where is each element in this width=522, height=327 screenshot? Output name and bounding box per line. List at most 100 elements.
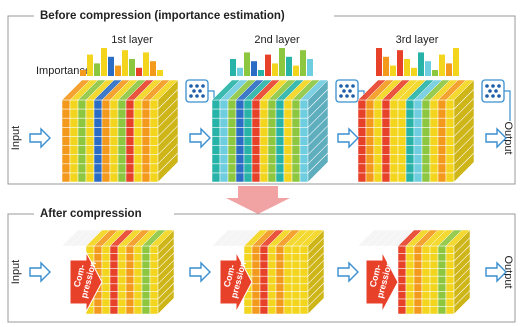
importance-bar [136, 67, 142, 76]
network-icon [335, 79, 359, 103]
network-node [491, 84, 495, 88]
compression-shape [219, 251, 253, 313]
cube-column [251, 99, 261, 183]
panel-title: Before compression (importance estimatio… [40, 10, 285, 22]
cube-grid [157, 290, 175, 307]
cube-column [149, 99, 159, 183]
cube-column [421, 99, 431, 183]
importance-bar [101, 48, 107, 76]
network-node [342, 89, 346, 93]
cube-grid [453, 152, 475, 174]
network-node [198, 89, 202, 93]
importance-bar [279, 48, 285, 76]
layer-label: 2nd layer [254, 34, 300, 46]
cube-grid [453, 282, 471, 300]
cube-column [77, 99, 87, 183]
importance-bar [244, 52, 250, 76]
down-arrow [226, 186, 290, 214]
cube-column [291, 245, 301, 315]
importance-bar [129, 59, 135, 76]
layer-label: 1st layer [111, 34, 153, 46]
cube-column [267, 245, 277, 315]
network-icon [481, 79, 505, 103]
cube-grid [157, 260, 175, 277]
cube-column [389, 99, 399, 183]
importance-bar [237, 67, 243, 76]
cube-grid [307, 152, 329, 174]
layer-cube [211, 229, 325, 315]
cube-grid [157, 134, 179, 155]
cube-column [429, 245, 439, 315]
cube-column [109, 99, 119, 183]
cube-column [397, 245, 407, 315]
network-node [195, 94, 199, 98]
importance-bar [230, 59, 236, 76]
cube-column [141, 99, 151, 183]
flow-arrow [29, 261, 51, 283]
cube-grid [307, 260, 325, 277]
layer-label: 3rd layer [396, 34, 439, 46]
importance-bar [80, 70, 86, 76]
cube-grid [453, 290, 471, 307]
cube-column [429, 99, 439, 183]
cube-grid [157, 244, 175, 262]
cube-column [227, 99, 237, 183]
cube-grid [307, 252, 325, 269]
cube-column [125, 99, 135, 183]
title-bg [34, 8, 334, 24]
cube-grid [307, 125, 329, 146]
cube-column [381, 99, 391, 183]
cube-column [93, 99, 103, 183]
cube-grid [157, 98, 179, 119]
before-panel: Before compression (importance estimatio… [7, 8, 516, 185]
cube-column [117, 245, 127, 315]
compression-arrow: Com-pression [69, 251, 103, 313]
importance-bar [87, 54, 93, 76]
cube-column [133, 99, 143, 183]
flow-arrow [337, 261, 359, 283]
importance-bar [150, 61, 156, 76]
layer-cube [357, 79, 475, 183]
cube-column [299, 245, 309, 315]
cube-column [445, 99, 455, 183]
cube-column [437, 99, 447, 183]
cube-grid [453, 88, 475, 110]
network-node [497, 84, 501, 88]
network-node [339, 84, 343, 88]
network-node [339, 94, 343, 98]
network-node [485, 84, 489, 88]
layer-cube [211, 79, 329, 183]
cube-column [421, 245, 431, 315]
cube-column [251, 245, 261, 315]
cube-column [149, 245, 159, 315]
importance-bar [265, 54, 271, 76]
cube-grid [453, 275, 471, 292]
importance-bar [425, 61, 431, 76]
cube-grid [307, 98, 329, 119]
cube-grid [453, 134, 475, 155]
network-node [192, 89, 196, 93]
layer-cube [61, 79, 179, 183]
cube-column [101, 245, 111, 315]
cube-grid [453, 267, 471, 284]
panel-border [7, 213, 516, 323]
cube-grid [157, 88, 179, 110]
network-node [491, 94, 495, 98]
cube-grid [157, 275, 175, 292]
cube-grid [453, 98, 475, 119]
flow-arrow [189, 127, 211, 149]
cube-column [61, 245, 71, 315]
cube-column [445, 245, 455, 315]
cube-grid [307, 143, 329, 164]
title-bg [34, 206, 174, 222]
importance-bar [439, 54, 445, 76]
cube-column [211, 99, 221, 183]
cube-column [373, 99, 383, 183]
cube-grid [157, 267, 175, 284]
cube-column [405, 245, 415, 315]
cube-grid [307, 88, 329, 110]
importance-bar [432, 70, 438, 76]
importance-label: Importance [36, 65, 91, 77]
cube-column [357, 99, 367, 183]
cube-column [283, 245, 293, 315]
